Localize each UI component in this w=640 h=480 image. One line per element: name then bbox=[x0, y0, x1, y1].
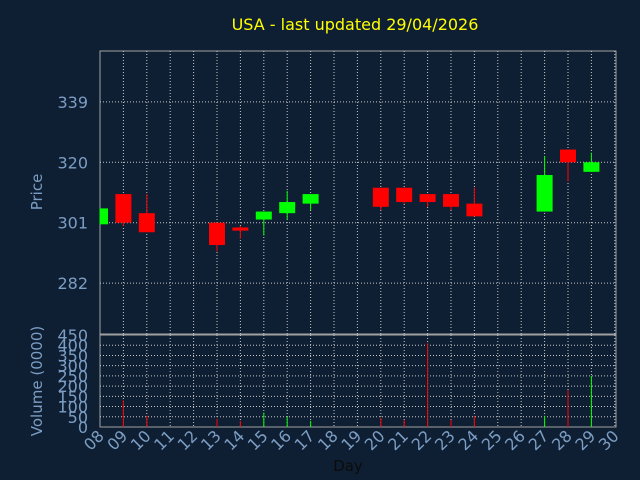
candle-body bbox=[302, 194, 319, 204]
candle-29 bbox=[583, 152, 600, 172]
day-tick-labels: 0809101112131415161718192021222324252627… bbox=[80, 426, 623, 454]
candle-body bbox=[583, 162, 600, 172]
price-tick-label: 339 bbox=[57, 93, 88, 112]
price-plot-area bbox=[99, 50, 617, 335]
volume-bars bbox=[122, 343, 592, 427]
candle-28 bbox=[560, 149, 576, 182]
candle-body bbox=[232, 227, 249, 231]
candle-body bbox=[396, 187, 413, 203]
candle-body bbox=[100, 208, 108, 225]
volume-tick-label: 250 bbox=[57, 367, 88, 386]
candle-body bbox=[255, 211, 272, 220]
price-panel: 339 320 301 282 bbox=[57, 50, 617, 335]
candle-10 bbox=[138, 194, 155, 233]
candle-16 bbox=[279, 190, 296, 220]
candle-15 bbox=[255, 211, 272, 236]
x-axis-label: Day bbox=[333, 457, 363, 475]
candle-body bbox=[536, 175, 553, 212]
chart-title: USA - last updated 29/04/2026 bbox=[232, 15, 479, 34]
volume-tick-label: 400 bbox=[57, 336, 88, 355]
volume-tick-label: 0 bbox=[78, 418, 88, 437]
candle-body bbox=[209, 222, 225, 245]
candle-body bbox=[443, 194, 459, 207]
candle-body bbox=[560, 149, 576, 163]
candle-09 bbox=[115, 194, 132, 226]
price-axis-label: Price bbox=[28, 174, 46, 211]
price-tick-label: 320 bbox=[57, 153, 88, 172]
volume-tick-label: 350 bbox=[57, 346, 88, 365]
volume-tick-label: 50 bbox=[68, 408, 88, 427]
volume-tick-label: 200 bbox=[57, 377, 88, 396]
candles bbox=[99, 149, 600, 252]
candle-14 bbox=[232, 225, 249, 239]
volume-tick-label: 150 bbox=[57, 387, 88, 406]
candle-body bbox=[279, 202, 296, 214]
candle-body bbox=[372, 187, 389, 207]
candle-body bbox=[466, 203, 483, 217]
candle-23 bbox=[443, 194, 459, 210]
candle-21 bbox=[396, 187, 413, 204]
candle-22 bbox=[419, 194, 436, 207]
price-tick-label: 301 bbox=[57, 214, 88, 233]
candle-24 bbox=[466, 187, 483, 217]
volume-tick-label: 300 bbox=[57, 357, 88, 376]
candle-20 bbox=[372, 187, 389, 210]
volume-plot-area bbox=[99, 334, 617, 428]
candle-13 bbox=[209, 222, 225, 252]
volume-grid bbox=[100, 335, 616, 427]
candle-body bbox=[138, 213, 155, 233]
candle-08 bbox=[99, 208, 108, 225]
volume-tick-label: 100 bbox=[57, 398, 88, 417]
price-tick-label: 282 bbox=[57, 274, 88, 293]
volume-axis-label: Volume (0000) bbox=[28, 326, 46, 436]
volume-tick-label: 450 bbox=[57, 326, 88, 345]
candle-27 bbox=[536, 155, 553, 212]
price-tick-labels: 339 320 301 282 bbox=[57, 93, 88, 293]
candle-body bbox=[115, 194, 132, 223]
candle-17 bbox=[302, 194, 319, 210]
candle-body bbox=[419, 194, 436, 203]
